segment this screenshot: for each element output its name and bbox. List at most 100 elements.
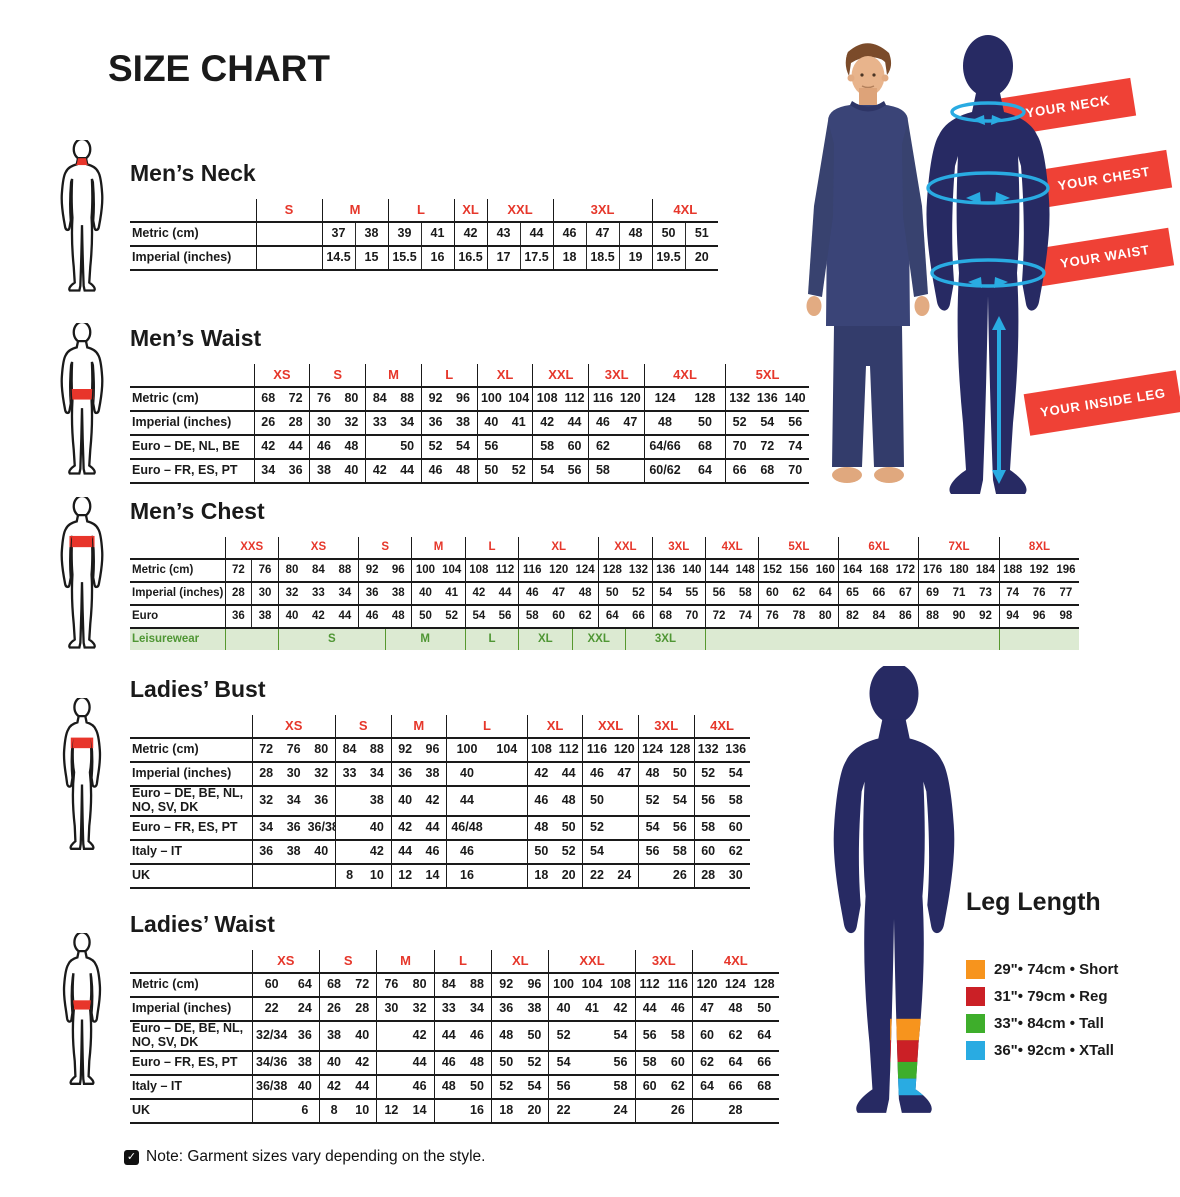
table-cell: 112 — [560, 387, 589, 412]
table-cell: 48 — [491, 1021, 521, 1052]
table-cell: 12 — [390, 863, 419, 889]
table-cell: 100 — [446, 738, 487, 763]
table-cell: 54 — [606, 1021, 636, 1052]
table-cell — [486, 839, 528, 865]
table-cell: 15.5 — [387, 246, 421, 271]
table-cell — [610, 839, 639, 865]
table-cell: 73 — [972, 582, 1000, 606]
table-cell: 84 — [433, 973, 463, 998]
table-cell: 64 — [684, 459, 726, 484]
table-cell: 34 — [251, 815, 280, 841]
table-cell: 77 — [1052, 582, 1080, 606]
table-cell: 17 — [486, 246, 521, 271]
table-cell: 47 — [545, 582, 573, 606]
size-group-header: L — [387, 199, 455, 223]
table-row: Metric (cm) 37 38 39 41 42 43 44 46 47 48 50 51 — [130, 222, 719, 247]
table-cell: 68 — [318, 973, 349, 998]
table-cell: 48 — [462, 1050, 492, 1076]
table-cell: 44 — [281, 435, 310, 460]
table-cell: 80 — [337, 387, 366, 412]
size-group-header: 3XL — [588, 364, 645, 388]
table-cell: 41 — [505, 411, 533, 436]
table-cell: 60 — [634, 1074, 664, 1100]
table-cell: 168 — [865, 559, 893, 583]
table-cell: 60 — [758, 582, 786, 606]
reg-color-swatch — [966, 986, 985, 1006]
table-cell: 100 — [476, 387, 506, 412]
table-cell: 84 — [365, 387, 394, 412]
leg-length-bands — [890, 1018, 940, 1096]
table-cell: 41 — [420, 222, 455, 247]
page-title: SIZE CHART — [108, 48, 330, 89]
table-cell: 48 — [385, 605, 412, 629]
table-cell — [279, 863, 308, 889]
row-label: Euro – FR, ES, PT — [130, 815, 252, 841]
table-cell: 36 — [281, 459, 310, 484]
table-cell: 34 — [253, 459, 282, 484]
table-cell: 44 — [433, 1021, 463, 1052]
table-row: Imperial (inches) 28 30 32 33 34 36 38 40 41 42 44 4… — [130, 582, 1080, 606]
table-cell — [486, 863, 528, 889]
ladies-waist-title: Ladies’ Waist — [130, 911, 275, 937]
table-cell: 40 — [411, 582, 439, 606]
table-cell: 56 — [634, 1021, 664, 1052]
table-cell: 104 — [486, 738, 528, 763]
size-group-header: L — [420, 364, 478, 388]
table-cell: 41 — [438, 582, 466, 606]
row-label: Euro – FR, ES, PT — [130, 459, 255, 484]
table-cell: 40 — [290, 1074, 320, 1100]
table-cell: 8 — [318, 1098, 349, 1124]
table-cell: 60 — [663, 1050, 693, 1076]
table-cell — [376, 1050, 406, 1076]
table-cell: 74 — [781, 435, 810, 460]
table-cell: 71 — [945, 582, 973, 606]
table-cell: 64 — [598, 605, 626, 629]
mens-chest-table: XXS XS S M L XL XXL 3XL 4XL 5XL 6XL 7XL 8XL Metric (c… — [130, 537, 1080, 650]
table-cell: 42 — [418, 786, 447, 817]
table-cell: 66 — [625, 605, 653, 629]
size-group-header: XXL — [548, 950, 636, 974]
table-cell: 14 — [418, 863, 447, 889]
table-cell: 112 — [555, 738, 583, 763]
table-cell: 34 — [279, 786, 308, 817]
size-group-header: 3XL — [651, 537, 706, 560]
table-cell: 36/38 — [251, 1074, 291, 1100]
table-cell: 46 — [309, 435, 338, 460]
size-group-header: XXL — [582, 715, 639, 739]
table-cell: 36 — [358, 582, 386, 606]
leg-length-item-reg: 31"• 79cm • Reg — [966, 986, 1176, 1006]
table-cell: 64 — [749, 1021, 779, 1052]
short-color-swatch — [966, 959, 985, 979]
table-cell: 40 — [390, 786, 419, 817]
table-cell: 56 — [548, 1074, 578, 1100]
measurement-arrows — [926, 101, 1050, 472]
size-group-header: XL — [453, 199, 488, 223]
table-row: Imperial (inches) 14.5 15 15.5 16 16.5 17 17.5 1… — [130, 246, 719, 271]
neck-measure-ellipse — [950, 101, 1026, 123]
table-cell: 44 — [331, 605, 359, 629]
table-cell: 68 — [253, 387, 282, 412]
table-cell: 72 — [348, 973, 377, 998]
table-cell: 42 — [348, 1050, 377, 1076]
table-cell: 36/38 — [307, 815, 336, 841]
table-cell: 72 — [251, 738, 280, 763]
table-cell: 62 — [572, 605, 599, 629]
table-cell: 58 — [532, 435, 561, 460]
table-cell: 84 — [865, 605, 893, 629]
table-cell: 40 — [548, 997, 578, 1022]
table-cell: 44 — [634, 997, 664, 1022]
table-cell: 16 — [462, 1098, 492, 1124]
size-group-header: XL — [526, 715, 583, 739]
table-cell: 52 — [505, 459, 533, 484]
table-cell: 20 — [520, 1098, 549, 1124]
table-cell — [634, 1098, 664, 1124]
table-cell: 26 — [253, 411, 282, 436]
table-cell: 38 — [290, 1050, 320, 1076]
table-cell: 46 — [418, 839, 447, 865]
table-cell: 76 — [309, 387, 338, 412]
table-cell: 32 — [337, 411, 366, 436]
table-cell: 76 — [376, 973, 406, 998]
table-row: Metric (cm) 72 76 80 84 88 92 96 100 104 108 112 116… — [130, 559, 1080, 583]
mens-waist-title: Men’s Waist — [130, 325, 262, 351]
table-cell: 34 — [363, 762, 392, 787]
